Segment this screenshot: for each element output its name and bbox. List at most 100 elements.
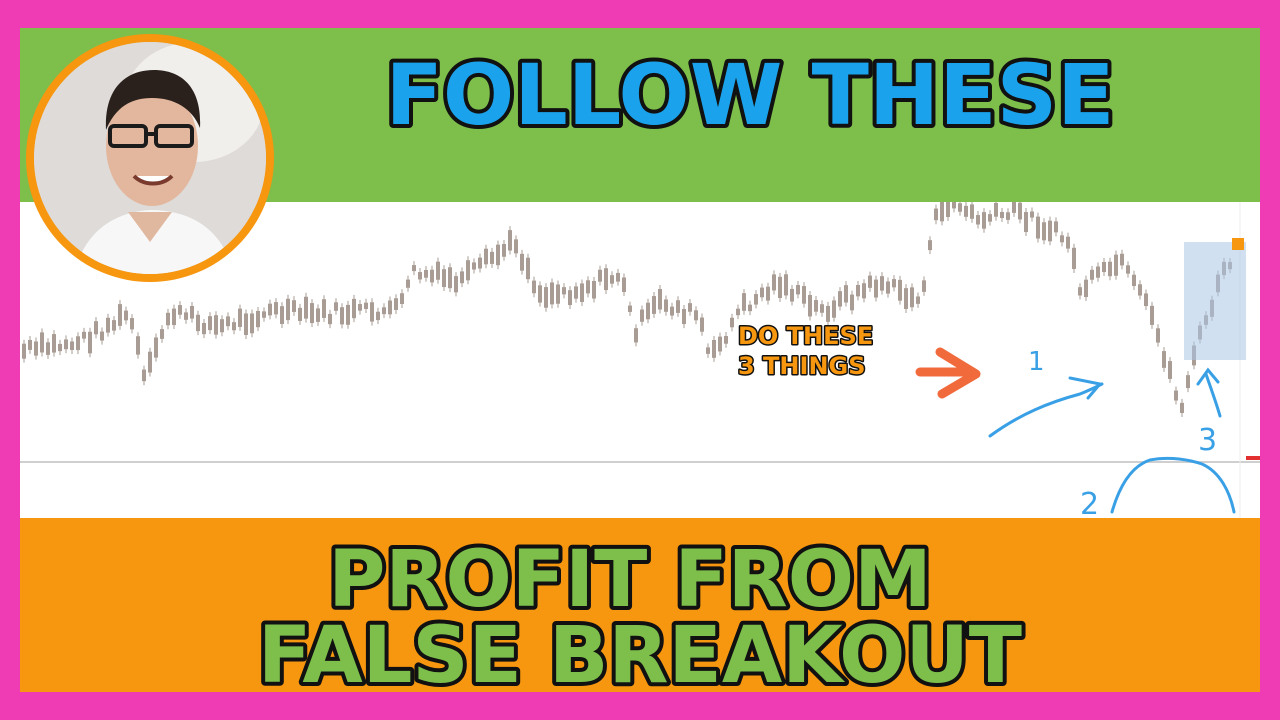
- candle-body: [862, 283, 866, 299]
- candle-body: [502, 244, 506, 257]
- candle-body: [250, 313, 254, 334]
- candle-body: [1138, 284, 1142, 296]
- candle-body: [556, 284, 560, 304]
- candle-body: [1180, 402, 1184, 413]
- candle-body: [1108, 261, 1112, 277]
- candle-body: [364, 302, 368, 310]
- candle-body: [430, 269, 434, 283]
- candle-body: [976, 215, 980, 225]
- candle-body: [730, 317, 734, 328]
- candle-body: [1102, 261, 1106, 273]
- annotation-number-3: 3: [1198, 423, 1217, 458]
- candle-body: [478, 257, 482, 269]
- candle-body: [424, 269, 428, 278]
- candle-body: [868, 275, 872, 288]
- candle-body: [658, 289, 662, 310]
- candle-body: [646, 302, 650, 320]
- candle-body: [322, 299, 326, 318]
- candle-body: [688, 303, 692, 312]
- candle-body: [58, 343, 62, 352]
- candle-body: [1126, 265, 1130, 274]
- candle-body: [1030, 211, 1034, 218]
- candle-body: [178, 305, 182, 315]
- candle-body: [706, 347, 710, 354]
- candle-body: [1042, 222, 1046, 241]
- candle-body: [376, 311, 380, 321]
- candle-body: [70, 341, 74, 351]
- candle-body: [1012, 202, 1016, 213]
- candle-body: [814, 300, 818, 312]
- pen-arrowhead-2: [1196, 367, 1220, 386]
- candle-body: [616, 272, 620, 282]
- candle-body: [454, 276, 458, 293]
- candle-body: [1054, 221, 1058, 233]
- candle-body: [1066, 236, 1070, 249]
- candle-body: [190, 305, 194, 319]
- candle-body: [664, 299, 668, 312]
- candle-body: [964, 205, 968, 217]
- candlestick-chart: DO THESE 3 THINGS 1 3 2: [20, 202, 1260, 518]
- bottom-headline-line-2: FALSE BREAKOUT: [258, 611, 1022, 701]
- candle-body: [802, 286, 806, 304]
- candle-body: [352, 298, 356, 319]
- candle-body: [280, 306, 284, 324]
- candle-body: [886, 281, 890, 294]
- candle-body: [1156, 328, 1160, 343]
- candle-body: [340, 307, 344, 325]
- candle-body: [196, 314, 200, 332]
- candle-body: [370, 302, 374, 322]
- candle-body: [580, 283, 584, 302]
- candle-body: [172, 308, 176, 326]
- candle-body: [670, 306, 674, 316]
- candle-body: [514, 239, 518, 254]
- candle-body: [574, 286, 578, 299]
- candle-body: [244, 313, 248, 335]
- candle-body: [1072, 247, 1076, 269]
- candle-body: [508, 230, 512, 251]
- candle-body: [298, 307, 302, 321]
- candle-body: [844, 285, 848, 303]
- candle-body: [892, 279, 896, 288]
- candle-body: [562, 287, 566, 295]
- candle-body: [1060, 235, 1064, 243]
- candle-body: [676, 300, 680, 313]
- candle-body: [22, 343, 26, 359]
- candle-body: [1162, 351, 1166, 368]
- candle-body: [160, 329, 164, 339]
- candle-body: [982, 212, 986, 229]
- candle-body: [826, 305, 830, 322]
- candle-body: [748, 304, 752, 312]
- candle-body: [952, 202, 956, 209]
- candle-body: [760, 287, 764, 298]
- candle-body: [334, 302, 338, 311]
- candle-body: [598, 269, 602, 282]
- candle-body: [106, 317, 110, 333]
- candle-body: [1036, 216, 1040, 239]
- candle-body: [766, 286, 770, 301]
- pen-curve-3: [1110, 456, 1236, 514]
- candle-body: [1096, 266, 1100, 278]
- candle-body: [148, 351, 152, 373]
- candle-body: [934, 208, 938, 221]
- candle-body: [592, 280, 596, 299]
- candle-body: [544, 287, 548, 308]
- candle-body: [88, 331, 92, 354]
- price-marker: [1232, 238, 1244, 250]
- highlight-zone: [1184, 242, 1246, 360]
- candle-body: [52, 334, 56, 353]
- candle-body: [484, 248, 488, 265]
- candle-body: [838, 291, 842, 307]
- candle-body: [118, 304, 122, 326]
- candle-body: [46, 342, 50, 355]
- candle-body: [718, 336, 722, 352]
- candle-body: [874, 279, 878, 298]
- candle-body: [82, 331, 86, 339]
- candle-body: [64, 339, 68, 350]
- candle-body: [1186, 375, 1190, 389]
- candle-body: [274, 302, 278, 315]
- candle-body: [856, 284, 860, 297]
- candle-body: [496, 244, 500, 266]
- candle-body: [1120, 253, 1124, 266]
- candle-body: [712, 339, 716, 358]
